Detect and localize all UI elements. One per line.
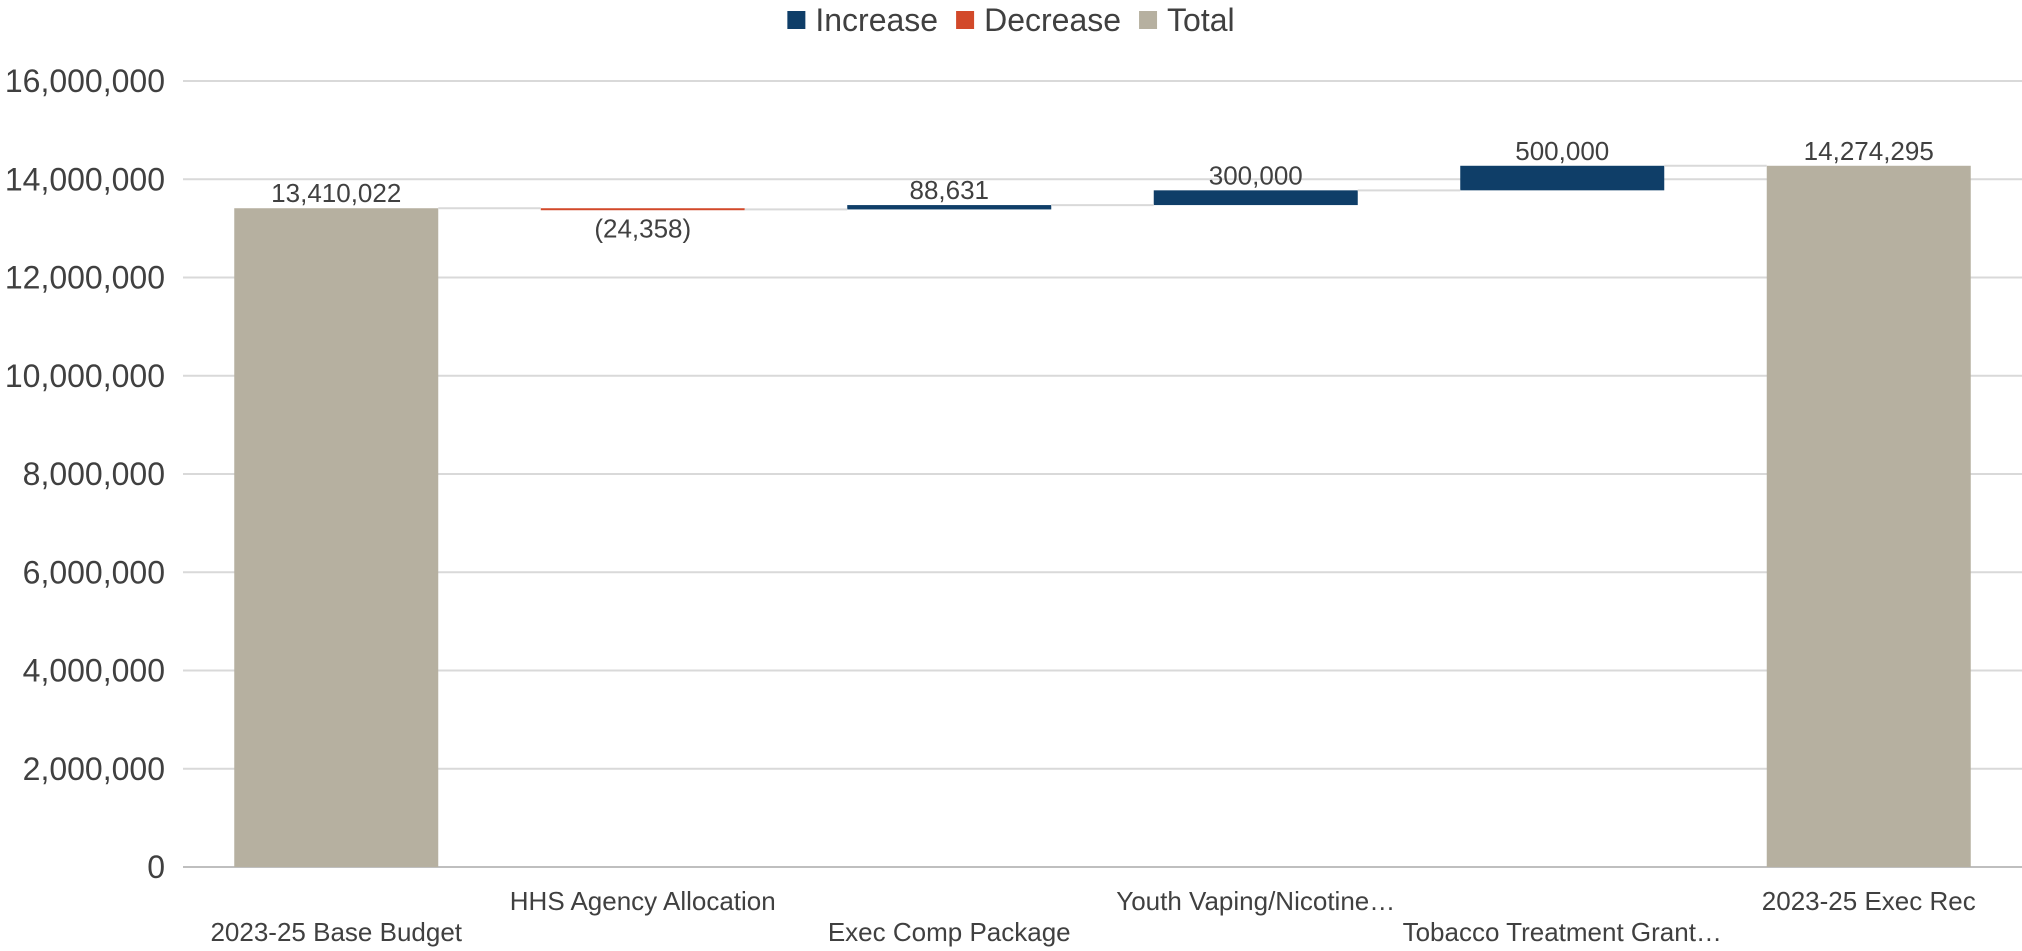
data-label: 13,410,022 bbox=[271, 178, 401, 208]
bar-increase bbox=[1460, 165, 1665, 191]
data-label: 14,274,295 bbox=[1804, 136, 1934, 166]
bar-decrease bbox=[540, 208, 745, 211]
y-tick-label: 10,000,000 bbox=[5, 358, 165, 394]
x-category-label: HHS Agency Allocation bbox=[510, 886, 776, 916]
data-label: 88,631 bbox=[909, 175, 989, 205]
y-tick-label: 12,000,000 bbox=[5, 260, 165, 296]
legend-swatch-total bbox=[1139, 11, 1158, 29]
x-category-label: 2023-25 Exec Rec bbox=[1762, 886, 1976, 916]
legend-swatch-increase bbox=[787, 11, 806, 29]
x-category-label: Youth Vaping/Nicotine… bbox=[1116, 886, 1395, 916]
legend-label-total: Total bbox=[1167, 2, 1235, 38]
x-category-label: Exec Comp Package bbox=[828, 917, 1071, 947]
bar-total bbox=[234, 208, 439, 867]
bar-total bbox=[1766, 165, 1971, 867]
y-tick-label: 6,000,000 bbox=[23, 554, 165, 590]
data-label: (24,358) bbox=[594, 213, 691, 243]
y-tick-label: 14,000,000 bbox=[5, 161, 165, 197]
bar-increase bbox=[1153, 190, 1358, 206]
y-tick-label: 2,000,000 bbox=[23, 751, 165, 787]
x-category-label: Tobacco Treatment Grant… bbox=[1403, 917, 1722, 947]
y-tick-label: 4,000,000 bbox=[23, 653, 165, 689]
legend-swatch-decrease bbox=[956, 11, 975, 29]
data-label: 500,000 bbox=[1515, 136, 1609, 166]
y-tick-label: 8,000,000 bbox=[23, 456, 165, 492]
legend-label-increase: Increase bbox=[815, 2, 938, 38]
bar-increase bbox=[847, 205, 1052, 210]
legend-label-decrease: Decrease bbox=[984, 2, 1121, 38]
y-tick-label: 16,000,000 bbox=[5, 63, 165, 99]
x-category-label: 2023-25 Base Budget bbox=[210, 917, 462, 947]
y-tick-label: 0 bbox=[147, 849, 165, 885]
data-label: 300,000 bbox=[1209, 160, 1303, 190]
